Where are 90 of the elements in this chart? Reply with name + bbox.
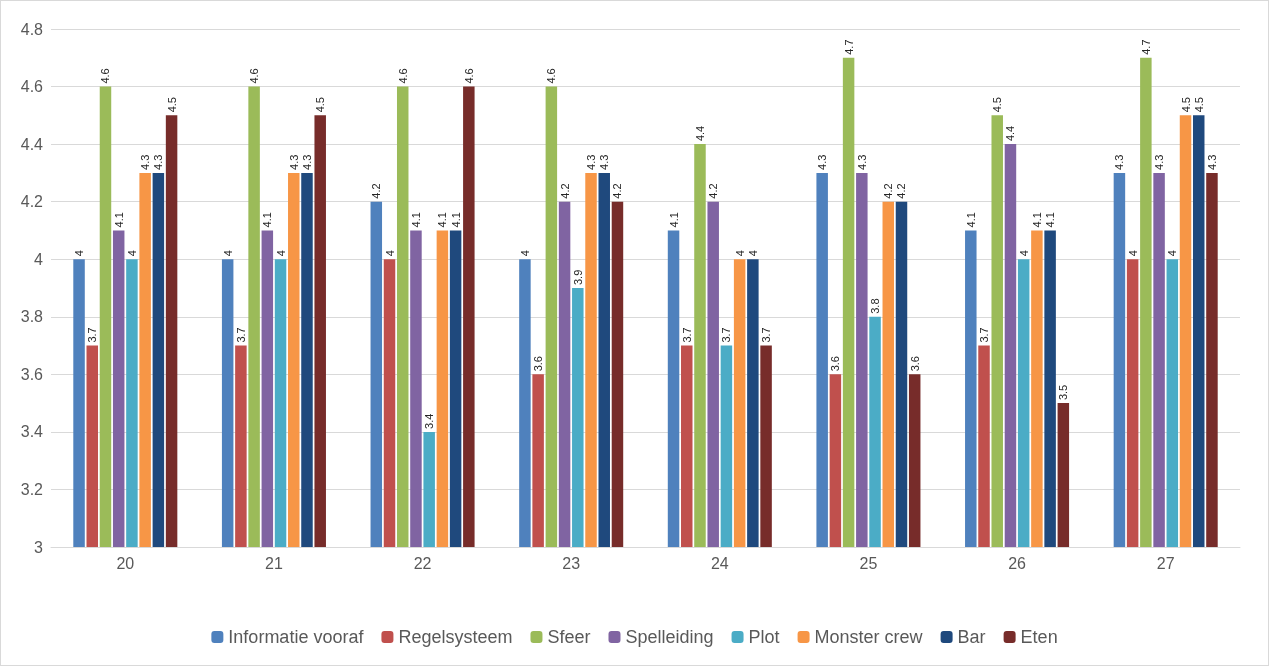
data-label: 3.5: [1057, 384, 1070, 401]
data-label: 4.3: [1113, 154, 1126, 170]
data-label: 3.7: [720, 327, 733, 343]
x-tick-label: 27: [1156, 554, 1175, 572]
data-label: 4.3: [585, 154, 598, 170]
data-label: 3.6: [532, 356, 545, 372]
data-label: 4.6: [545, 68, 558, 84]
x-tick-label: 23: [562, 554, 581, 572]
data-label: 4.5: [165, 97, 178, 113]
data-label: 4.6: [396, 68, 409, 84]
data-label: 4.3: [816, 154, 829, 170]
data-label: 4.3: [1205, 154, 1218, 170]
legend-label: Plot: [748, 627, 780, 647]
data-label: 4.5: [991, 97, 1004, 113]
data-label: 4: [221, 250, 234, 257]
data-label: 4: [274, 250, 287, 257]
x-tick-label: 26: [1008, 554, 1027, 572]
data-label: 4.1: [667, 212, 680, 228]
y-tick-label: 3.2: [20, 480, 44, 498]
data-label: 4.3: [139, 154, 152, 170]
legend-label: Monster crew: [814, 627, 924, 647]
x-tick-label: 24: [710, 554, 729, 572]
y-tick-label: 3.8: [20, 308, 44, 326]
y-tick-label: 4: [34, 250, 44, 268]
data-label: 4.2: [707, 183, 720, 199]
data-label: 4: [1126, 250, 1139, 257]
y-tick-label: 4.4: [20, 135, 44, 153]
data-label: 3.7: [234, 327, 247, 343]
legend-label: Eten: [1020, 627, 1058, 647]
data-label: 4.1: [449, 212, 462, 228]
y-tick-label: 4.8: [20, 20, 44, 38]
data-label: 4.3: [152, 154, 165, 170]
legend-label: Regelsysteem: [398, 627, 513, 647]
legend-label: Bar: [957, 627, 986, 647]
data-label: 4.4: [693, 125, 706, 142]
x-tick-label: 22: [413, 554, 432, 572]
legend-label: Informatie vooraf: [228, 627, 365, 647]
legend-label: Spelleiding: [625, 627, 714, 647]
data-label: 4.7: [1139, 39, 1152, 55]
data-label: 4.1: [1044, 212, 1057, 228]
data-label: 3.8: [869, 298, 882, 314]
data-label: 4.5: [314, 97, 327, 113]
data-label: 4.1: [436, 212, 449, 228]
data-label: 4.5: [1179, 97, 1192, 113]
data-label: 3.7: [86, 327, 99, 343]
data-label: 3.7: [760, 327, 773, 343]
data-label: 4.3: [300, 154, 313, 170]
data-label: 4.1: [112, 212, 125, 228]
data-label: 4: [125, 250, 138, 257]
y-tick-label: 3.6: [20, 365, 44, 383]
y-tick-label: 4.6: [20, 78, 44, 96]
data-label: 3.7: [978, 327, 991, 343]
data-label: 4.6: [462, 68, 475, 84]
x-tick-label: 25: [859, 554, 878, 572]
y-tick-label: 4.2: [20, 193, 44, 211]
data-label: 4.1: [964, 212, 977, 228]
x-tick-label: 21: [265, 554, 283, 572]
data-label: 4.3: [598, 154, 611, 170]
data-label: 4.1: [409, 212, 422, 228]
data-label: 4: [383, 250, 396, 257]
data-label: 4.3: [1153, 154, 1166, 170]
data-label: 4.7: [842, 39, 855, 55]
data-label: 4.1: [1030, 212, 1043, 228]
data-label: 4.4: [1004, 125, 1017, 142]
data-label: 4.2: [895, 183, 908, 199]
data-label: 4.2: [882, 183, 895, 199]
y-tick-label: 3: [34, 538, 44, 556]
data-label: 4: [1166, 250, 1179, 257]
legend-label: Sfeer: [547, 627, 591, 647]
y-tick-label: 3.4: [20, 423, 44, 441]
data-label: 3.9: [571, 269, 584, 285]
data-label: 4.5: [1192, 97, 1205, 113]
data-label: 4.6: [248, 68, 261, 84]
data-label: 4.2: [370, 183, 383, 199]
data-label: 4: [73, 250, 86, 257]
data-label: 3.7: [680, 327, 693, 343]
data-label: 4.6: [99, 68, 112, 84]
data-label: 3.6: [908, 356, 921, 372]
data-label: 4.2: [611, 183, 624, 199]
data-label: 3.4: [423, 413, 436, 429]
x-tick-label: 20: [116, 554, 135, 572]
data-label: 4.1: [261, 212, 274, 228]
data-label: 3.6: [829, 356, 842, 372]
data-label: 4: [1017, 250, 1030, 257]
data-label: 4: [746, 250, 759, 257]
data-label: 4: [733, 250, 746, 257]
data-label: 4.2: [558, 183, 571, 199]
data-label: 4: [518, 250, 531, 257]
data-label: 4.3: [855, 154, 868, 170]
data-label: 4.3: [287, 154, 300, 170]
